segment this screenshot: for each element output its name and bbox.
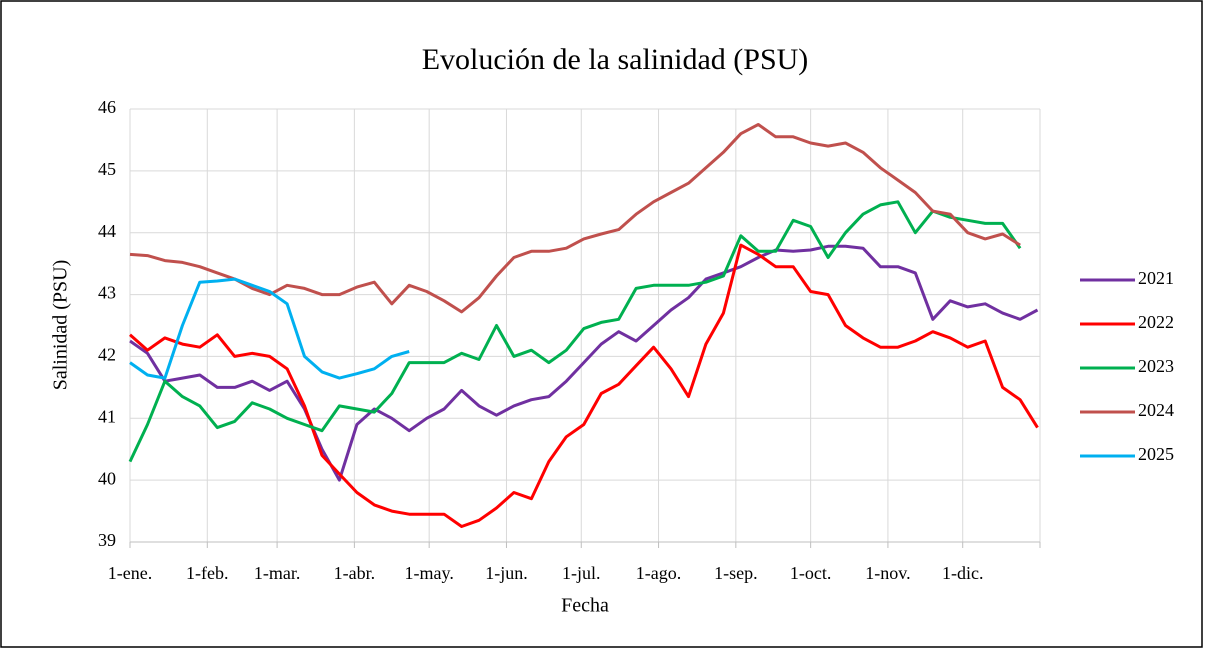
y-tick-label: 42 <box>98 345 116 365</box>
x-axis-title: Fecha <box>561 595 609 617</box>
x-tick-label: 1-feb. <box>186 563 228 583</box>
legend-label: 2025 <box>1138 444 1174 464</box>
y-tick-label: 45 <box>98 159 116 179</box>
legend-label: 2022 <box>1138 312 1174 332</box>
x-tick-label: 1-ene. <box>108 563 152 583</box>
y-tick-label: 43 <box>98 283 116 303</box>
x-tick-label: 1-ago. <box>636 563 681 583</box>
series-line <box>128 200 1022 463</box>
legend-label: 2024 <box>1138 400 1174 420</box>
x-tick-label: 1-abr. <box>334 563 375 583</box>
y-tick-label: 41 <box>98 406 116 426</box>
series-line <box>129 123 1021 314</box>
chart-title: Evolución de la salinidad (PSU) <box>422 43 809 76</box>
y-tick-label: 46 <box>98 97 116 117</box>
y-tick-label: 40 <box>98 468 116 488</box>
x-tick-label: 1-dic. <box>942 563 983 583</box>
series-line <box>129 243 1039 528</box>
series-line <box>129 244 1039 482</box>
legend-label: 2021 <box>1138 268 1174 288</box>
y-tick-label: 44 <box>98 221 116 241</box>
x-tick-label: 1-jul. <box>562 563 601 583</box>
y-tick-label: 39 <box>98 530 116 550</box>
x-tick-label: 1-jun. <box>485 563 528 583</box>
x-tick-label: 1-may. <box>405 563 454 583</box>
x-tick-label: 1-sep. <box>714 563 758 583</box>
series-line <box>129 277 410 380</box>
legend-label: 2023 <box>1138 356 1174 376</box>
x-tick-label: 1-nov. <box>865 563 910 583</box>
x-tick-label: 1-oct. <box>790 563 831 583</box>
x-tick-label: 1-mar. <box>254 563 301 583</box>
y-axis-title: Salinidad (PSU) <box>50 260 72 391</box>
